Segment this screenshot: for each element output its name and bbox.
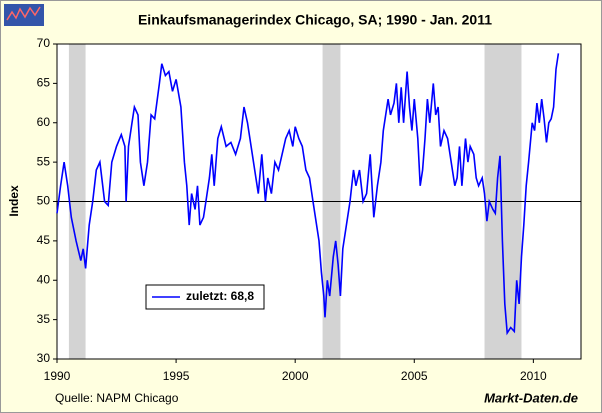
- logo: [4, 4, 44, 26]
- legend-label: zuletzt: 68,8: [186, 289, 254, 303]
- x-tick-label: 2000: [282, 369, 309, 383]
- y-tick-label: 35: [37, 312, 51, 326]
- y-tick-label: 45: [37, 233, 51, 247]
- x-tick-label: 1990: [44, 369, 71, 383]
- x-tick-label: 1995: [163, 369, 190, 383]
- data-line: [56, 53, 560, 336]
- x-tick-label: 2005: [401, 369, 428, 383]
- y-tick-label: 50: [37, 194, 51, 208]
- y-tick-label: 60: [37, 115, 51, 129]
- y-tick-label: 30: [37, 351, 51, 365]
- chart-title: Einkaufsmanagerindex Chicago, SA; 1990 -…: [138, 12, 492, 28]
- y-tick-label: 40: [37, 272, 51, 286]
- watermark: Markt-Daten.de: [484, 390, 578, 405]
- y-tick-label: 65: [37, 76, 51, 90]
- y-tick-label: 70: [37, 36, 51, 50]
- y-tick-label: 55: [37, 154, 51, 168]
- x-tick-label: 2010: [520, 369, 547, 383]
- source: Quelle: NAPM Chicago: [55, 391, 179, 405]
- y-axis-label: Index: [7, 185, 21, 217]
